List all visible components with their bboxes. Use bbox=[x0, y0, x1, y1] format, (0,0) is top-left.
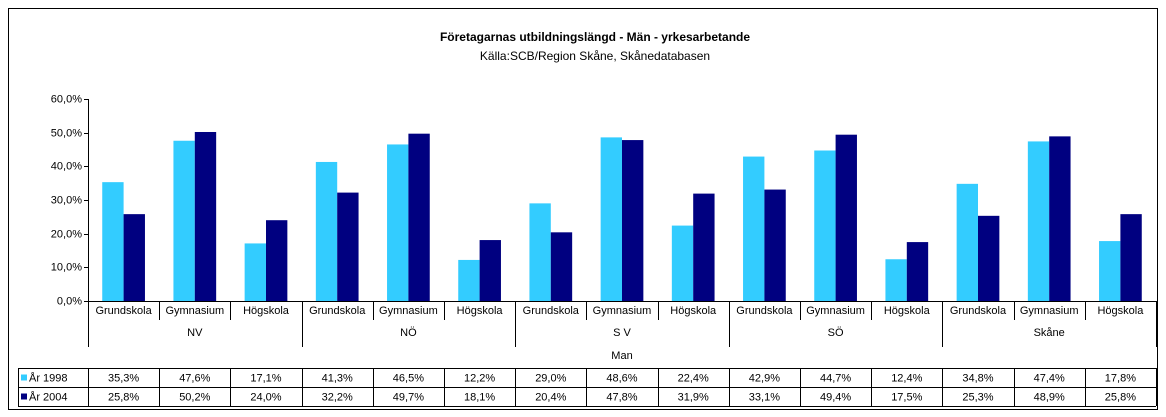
bar bbox=[671, 225, 694, 301]
table-value-label: 42,9% bbox=[749, 372, 780, 384]
y-tick-label: 0,0% bbox=[57, 295, 82, 307]
bar bbox=[835, 134, 857, 301]
y-tick-label: 30,0% bbox=[51, 194, 82, 206]
table-value-label: 25,8% bbox=[108, 391, 139, 403]
chart-subtitle: Källa:SCB/Region Skåne, Skånedatabasen bbox=[480, 49, 710, 63]
bar bbox=[102, 182, 124, 301]
x-tick-label: Högskola bbox=[243, 305, 290, 317]
bar bbox=[315, 161, 338, 301]
x-tick-label: Grundskola bbox=[736, 305, 793, 317]
table-value-label: 48,6% bbox=[606, 372, 637, 384]
x-tick-label: Högskola bbox=[884, 305, 931, 317]
region-label: SÖ bbox=[828, 327, 844, 339]
table-value-label: 25,8% bbox=[1105, 391, 1136, 403]
bar bbox=[408, 133, 430, 301]
table-value-label: 34,8% bbox=[962, 372, 993, 384]
bar bbox=[479, 240, 501, 301]
bar bbox=[693, 193, 715, 301]
x-tick-label: Högskola bbox=[1097, 305, 1144, 317]
x-tick-label: Grundskola bbox=[309, 305, 366, 317]
bar bbox=[244, 243, 266, 301]
table-value-label: 46,5% bbox=[393, 372, 424, 384]
x-tick-label: Gymnasium bbox=[593, 305, 652, 317]
table-value-label: 17,8% bbox=[1105, 372, 1136, 384]
y-tick-label: 20,0% bbox=[51, 228, 82, 240]
x-tick-label: Gymnasium bbox=[165, 305, 224, 317]
table-value-label: 24,0% bbox=[250, 391, 281, 403]
table-value-label: 47,4% bbox=[1034, 372, 1065, 384]
legend-swatch bbox=[21, 374, 27, 381]
x-tick-label: Grundskola bbox=[950, 305, 1007, 317]
region-label: NÖ bbox=[400, 327, 417, 339]
legend-label: År 1998 bbox=[29, 371, 68, 384]
x-tick-label: Högskola bbox=[670, 305, 717, 317]
bar bbox=[458, 259, 480, 301]
bar bbox=[266, 220, 288, 301]
bar bbox=[743, 156, 765, 301]
bar bbox=[956, 183, 978, 301]
table-value-label: 49,4% bbox=[820, 391, 851, 403]
table-value-label: 25,3% bbox=[962, 391, 993, 403]
table-value-label: 47,8% bbox=[606, 391, 637, 403]
chart-title: Företagarnas utbildningslängd - Män - yr… bbox=[440, 30, 750, 44]
table-value-label: 41,3% bbox=[322, 372, 353, 384]
bar bbox=[885, 259, 907, 301]
legend-label: År 2004 bbox=[29, 390, 68, 403]
bar bbox=[194, 131, 217, 301]
table-value-label: 29,0% bbox=[535, 372, 566, 384]
table-value-label: 17,5% bbox=[891, 391, 922, 403]
y-tick-label: 50,0% bbox=[51, 127, 82, 139]
table-value-label: 50,2% bbox=[179, 391, 210, 403]
table-value-label: 33,1% bbox=[749, 391, 780, 403]
bar bbox=[622, 140, 644, 301]
table-value-label: 35,3% bbox=[108, 372, 139, 384]
bar bbox=[764, 189, 786, 301]
y-tick-label: 40,0% bbox=[51, 160, 82, 172]
x-tick-label: Gymnasium bbox=[379, 305, 438, 317]
table-value-label: 32,2% bbox=[322, 391, 353, 403]
table-value-label: 44,7% bbox=[820, 372, 851, 384]
bar bbox=[600, 137, 622, 301]
table-value-label: 17,1% bbox=[250, 372, 281, 384]
bar bbox=[387, 144, 409, 301]
x-tick-label: Gymnasium bbox=[806, 305, 865, 317]
x-tick-label: Gymnasium bbox=[1020, 305, 1079, 317]
table-value-label: 49,7% bbox=[393, 391, 424, 403]
region-label: S V bbox=[613, 327, 631, 339]
bar bbox=[1120, 214, 1142, 301]
table-value-label: 48,9% bbox=[1034, 391, 1065, 403]
legend-swatch bbox=[21, 393, 27, 400]
bar bbox=[173, 140, 195, 301]
x-tick-label: Grundskola bbox=[523, 305, 580, 317]
table-value-label: 20,4% bbox=[535, 391, 566, 403]
bar bbox=[814, 150, 836, 301]
table-value-label: 22,4% bbox=[678, 372, 709, 384]
table-value-label: 12,2% bbox=[464, 372, 495, 384]
bar bbox=[1027, 141, 1050, 301]
bar bbox=[978, 215, 1000, 301]
bar bbox=[529, 203, 551, 301]
region-label: Skåne bbox=[1034, 327, 1065, 339]
table-value-label: 18,1% bbox=[464, 391, 495, 403]
region-label: NV bbox=[187, 327, 203, 339]
bar bbox=[1049, 136, 1071, 301]
x-tick-label: Högskola bbox=[457, 305, 504, 317]
table-value-label: 31,9% bbox=[678, 391, 709, 403]
table-value-label: 12,4% bbox=[891, 372, 922, 384]
table-value-label: 47,6% bbox=[179, 372, 210, 384]
bar bbox=[906, 242, 929, 301]
y-tick-label: 10,0% bbox=[51, 261, 82, 273]
bar bbox=[337, 192, 359, 301]
bar bbox=[123, 214, 145, 301]
group-label: Man bbox=[611, 350, 632, 362]
bar bbox=[1099, 241, 1121, 301]
x-tick-label: Grundskola bbox=[95, 305, 152, 317]
y-tick-label: 60,0% bbox=[51, 93, 82, 105]
bar bbox=[550, 232, 573, 301]
